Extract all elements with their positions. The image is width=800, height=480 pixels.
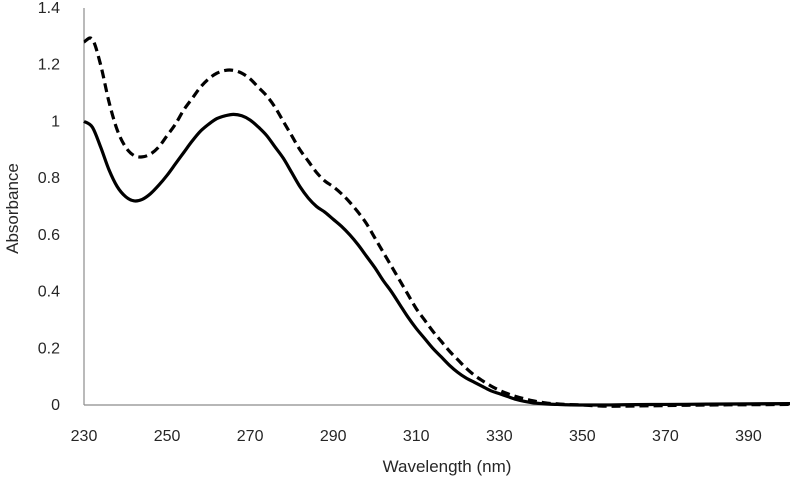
x-tick-label: 230 — [71, 428, 98, 445]
x-axis-title: Wavelength (nm) — [383, 457, 512, 476]
x-tick-label: 390 — [735, 428, 762, 445]
y-tick-label: 0.4 — [38, 284, 60, 301]
x-tick-label: 310 — [403, 428, 430, 445]
y-tick-label: 1 — [51, 113, 60, 130]
series-layer — [83, 36, 791, 408]
y-axis-title: Absorbance — [3, 163, 22, 254]
x-tick-label: 250 — [154, 428, 181, 445]
plot-area: 0 0.2 0.4 0.6 0.8 1 1.2 1.4 230 250 270 290 310 330 3… — [38, 0, 791, 445]
x-tick-label: 270 — [237, 428, 264, 445]
x-tick-label: 350 — [569, 428, 596, 445]
series-line-solid — [83, 112, 791, 407]
y-tick-label: 1.4 — [38, 0, 60, 17]
y-tick-label: 0.2 — [38, 340, 60, 357]
x-tick-label: 370 — [652, 428, 679, 445]
y-tick-label: 0.6 — [38, 227, 60, 244]
y-tick-label: 0.8 — [38, 170, 60, 187]
x-tick-label: 330 — [486, 428, 513, 445]
y-tick-labels: 0 0.2 0.4 0.6 0.8 1 1.2 1.4 — [38, 0, 60, 414]
series-line-dashed — [83, 36, 791, 408]
y-tick-label: 1.2 — [38, 57, 60, 74]
y-tick-label: 0 — [51, 397, 60, 414]
x-tick-label: 290 — [320, 428, 347, 445]
x-tick-labels: 230 250 270 290 310 330 350 370 390 — [71, 428, 762, 445]
